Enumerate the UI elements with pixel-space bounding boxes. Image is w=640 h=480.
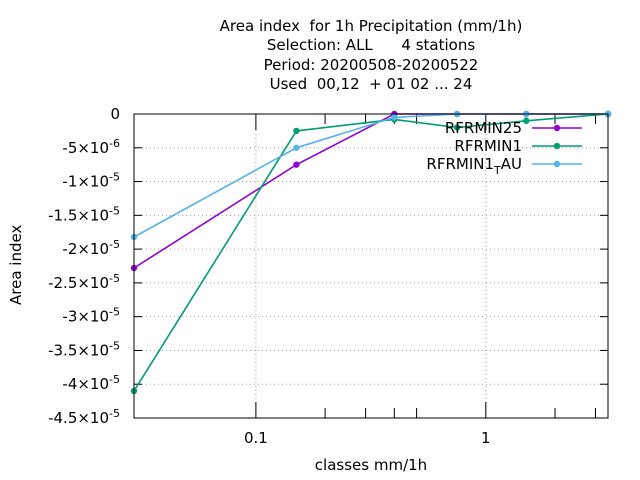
legend-marker (553, 142, 561, 150)
chart-title-line-3: Period: 20200508-20200522 (263, 56, 479, 74)
x-tick-label: 0.1 (244, 429, 268, 447)
series-line (133, 113, 608, 269)
x-tick-labels: 0.1 1 (244, 429, 491, 447)
axis-ticks (134, 113, 608, 419)
series-line (133, 113, 609, 392)
chart-title-line-4: Used 00,12 + 01 02 ... 24 (269, 75, 473, 93)
y-tick-label: -3.5×10-5 (48, 339, 120, 359)
chart-title-line-1: Area index for 1h Precipitation (mm/1h) (219, 17, 523, 35)
data-point (293, 144, 300, 151)
y-tick-label: -4.5×10-5 (48, 407, 120, 427)
data-point (391, 114, 398, 121)
chart-title-line-2: Selection: ALL 4 stations (266, 36, 476, 54)
y-tick-labels: 0 -5×10-6 -1×10-5 -1.5×10-5 -2×10-5 -2.5×10-5… (48, 105, 120, 427)
plot-border (133, 113, 609, 419)
y-tick-label: -5×10-6 (62, 137, 120, 157)
data-point (453, 124, 461, 131)
legend-label: RFRMIN1TAU (426, 155, 522, 177)
legend-marker (553, 160, 561, 168)
legend-label: RFRMIN1 (454, 137, 522, 155)
series-lines (130, 110, 612, 395)
y-tick-label: -2.5×10-5 (48, 272, 120, 292)
y-tick-label: -1×10-5 (62, 171, 120, 191)
series-line (133, 113, 608, 238)
x-axis-label: classes mm/1h (314, 456, 428, 474)
grid (134, 114, 608, 418)
y-tick-label: 0 (110, 105, 120, 123)
y-tick-label: -1.5×10-5 (48, 204, 120, 224)
data-point (523, 117, 530, 124)
y-axis-label: Area index (7, 224, 25, 305)
y-tick-label: -2×10-5 (62, 238, 120, 258)
y-tick-label: -4×10-5 (62, 373, 120, 393)
data-point (293, 161, 300, 168)
y-tick-label: -3×10-5 (62, 306, 120, 326)
legend-label: RFRMIN25 (445, 119, 522, 137)
data-point (293, 127, 300, 135)
legend-marker (553, 124, 561, 132)
x-tick-label: 1 (481, 429, 491, 447)
